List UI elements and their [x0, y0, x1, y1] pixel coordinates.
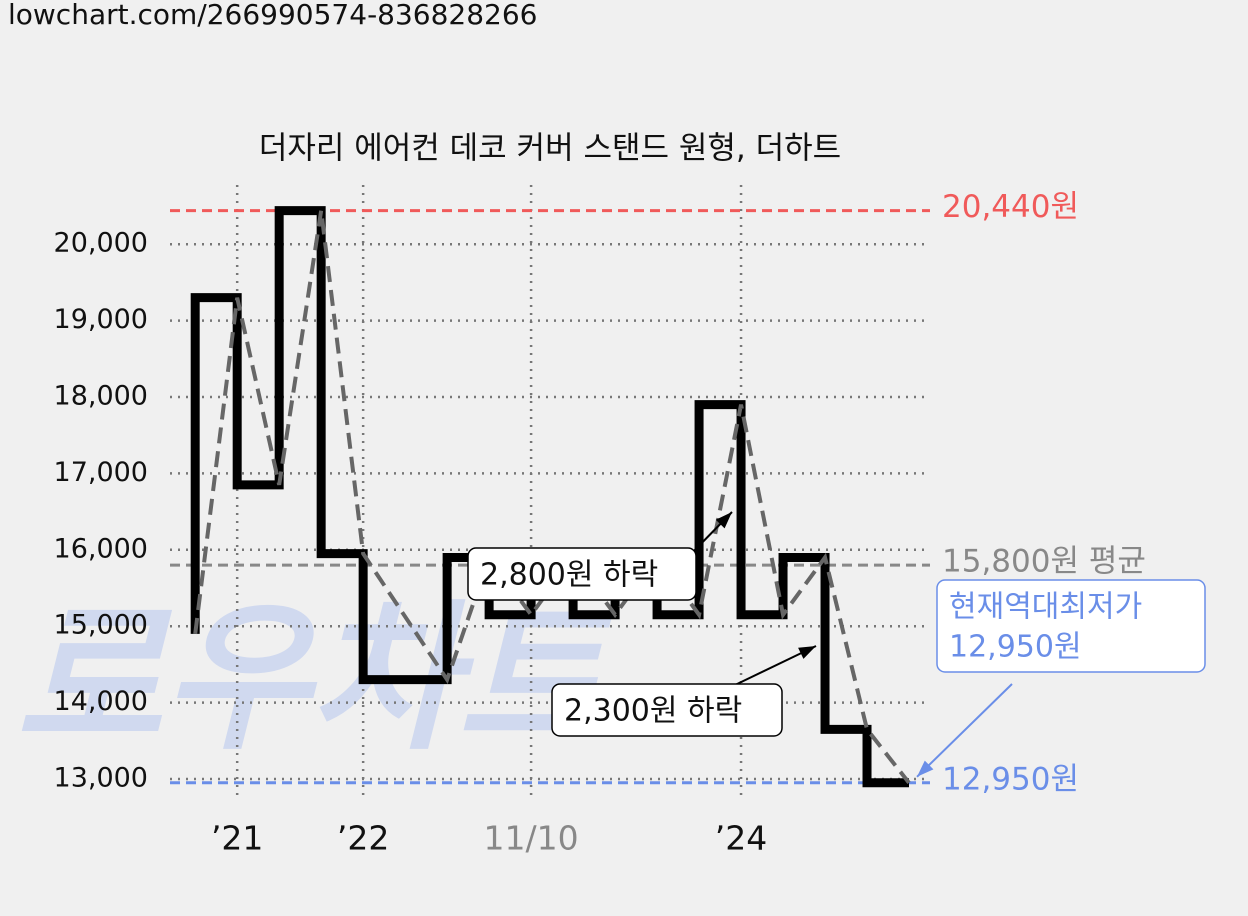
annotation-arrow — [916, 683, 1013, 778]
y-tick-label: 20,000 — [54, 228, 148, 259]
x-tick-label: ’21 — [211, 819, 263, 858]
y-tick-label: 18,000 — [54, 381, 148, 412]
source-url: lowchart.com/266990574-836828266 — [8, 0, 538, 31]
annotation-text: 현재역대최저가 — [949, 590, 1142, 625]
y-tick-label: 13,000 — [54, 762, 148, 793]
x-tick-label: ’22 — [337, 819, 389, 858]
reference-label: 12,950원 — [942, 761, 1079, 797]
annotation-text: 12,950원 — [949, 630, 1082, 665]
arrow-head — [715, 512, 732, 529]
y-tick-label: 16,000 — [54, 533, 148, 564]
arrow-head — [798, 646, 816, 659]
y-tick-label: 17,000 — [54, 457, 148, 488]
x-tick-label: ’24 — [715, 819, 767, 858]
x-tick-label: 11/10 — [484, 819, 579, 858]
annotation-box — [936, 579, 1206, 673]
reference-label: 15,800원 평균 — [942, 544, 1146, 580]
arrow-head — [917, 760, 934, 777]
y-tick-label: 19,000 — [54, 304, 148, 335]
y-tick-label: 15,000 — [54, 610, 148, 641]
annotation-box — [467, 547, 697, 601]
price-trend-line — [193, 210, 911, 785]
annotation-box — [551, 683, 783, 737]
reference-label: 20,440원 — [942, 189, 1079, 225]
y-tick-label: 14,000 — [54, 686, 148, 717]
chart-title: 더자리 에어컨 데코 커버 스탠드 원형, 더하트 — [259, 131, 841, 167]
annotation-text: 2,800원 하락 — [480, 558, 658, 593]
annotation-text: 2,300원 하락 — [564, 694, 742, 729]
